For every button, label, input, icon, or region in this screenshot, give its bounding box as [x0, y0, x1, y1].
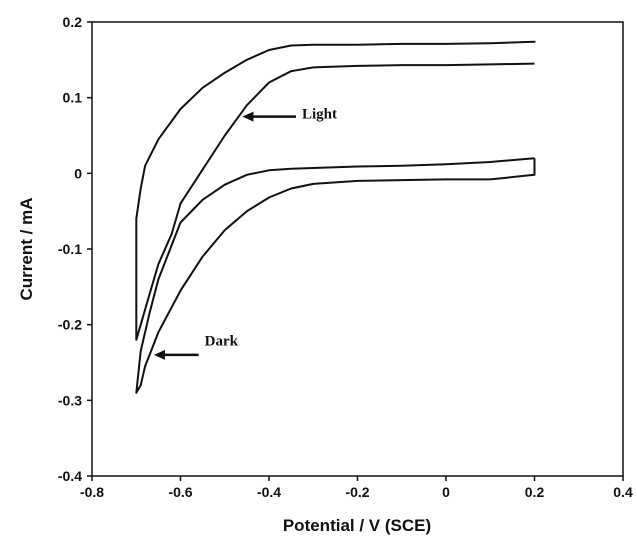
series-line-dark: [135, 157, 536, 394]
y-tick-label: 0: [74, 165, 82, 181]
annotation-arrow-head: [242, 111, 254, 122]
x-tick-label: 0.2: [525, 484, 545, 500]
y-tick-label: -0.4: [58, 468, 82, 484]
y-tick-label: -0.1: [58, 241, 82, 257]
y-tick-label: 0.1: [63, 90, 83, 106]
x-tick-label: -0.2: [345, 484, 369, 500]
x-tick-label: 0: [442, 484, 450, 500]
series-line-light: [135, 40, 536, 341]
y-tick-label: 0.2: [63, 14, 83, 30]
x-tick-label: 0.4: [613, 484, 633, 500]
x-tick-label: -0.4: [257, 484, 281, 500]
annotation-label: Dark: [205, 333, 239, 349]
x-tick-label: -0.6: [168, 484, 192, 500]
y-tick-label: -0.2: [58, 317, 82, 333]
y-axis-title: Current / mA: [17, 198, 36, 301]
plot-frame: [91, 21, 624, 477]
y-tick-label: -0.3: [58, 392, 82, 408]
x-axis-title: Potential / V (SCE): [283, 516, 431, 535]
annotation-label: Light: [302, 106, 337, 122]
annotation-arrow-head: [153, 349, 165, 360]
x-tick-label: -0.8: [80, 484, 104, 500]
